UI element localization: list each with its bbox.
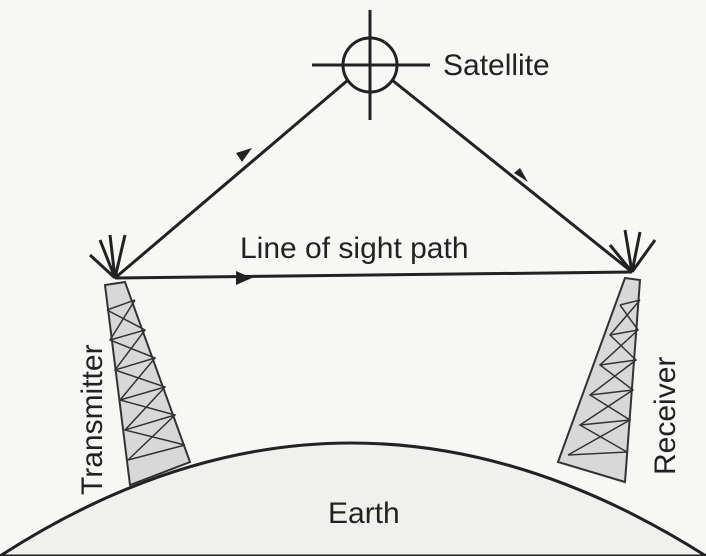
- diagram: Satellite Line of sight path Transmitter…: [0, 0, 706, 556]
- receiver-label: Receiver: [649, 357, 682, 475]
- path-label: Line of sight path: [240, 232, 469, 265]
- page: Satellite Line of sight path Transmitter…: [0, 0, 706, 556]
- transmitter-label: Transmitter: [76, 344, 109, 495]
- earth-label: Earth: [328, 497, 400, 530]
- satellite-label: Satellite: [443, 49, 550, 82]
